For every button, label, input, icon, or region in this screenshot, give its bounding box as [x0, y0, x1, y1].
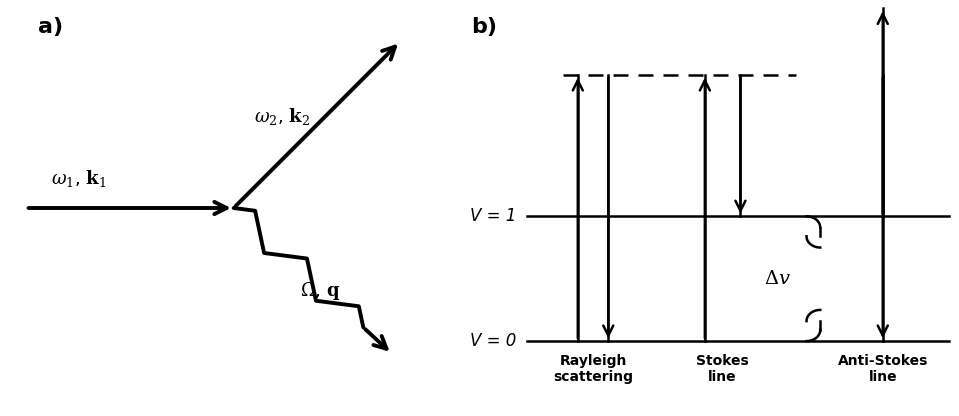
Text: $\Delta v$: $\Delta v$ — [764, 269, 791, 288]
Text: $\omega_2$, $\mathbf{k}_2$: $\omega_2$, $\mathbf{k}_2$ — [254, 106, 311, 127]
Text: Rayleigh
scattering: Rayleigh scattering — [553, 354, 633, 384]
Text: $\omega_1$, $\mathbf{k}_1$: $\omega_1$, $\mathbf{k}_1$ — [51, 168, 106, 189]
Text: Anti-Stokes
line: Anti-Stokes line — [837, 354, 928, 384]
Text: $\Omega$, $\mathbf{q}$: $\Omega$, $\mathbf{q}$ — [300, 280, 340, 302]
Text: Stokes
line: Stokes line — [696, 354, 749, 384]
Text: b): b) — [471, 17, 497, 37]
Text: V = 0: V = 0 — [471, 332, 517, 350]
Text: a): a) — [38, 17, 63, 37]
Text: V = 1: V = 1 — [471, 207, 517, 225]
